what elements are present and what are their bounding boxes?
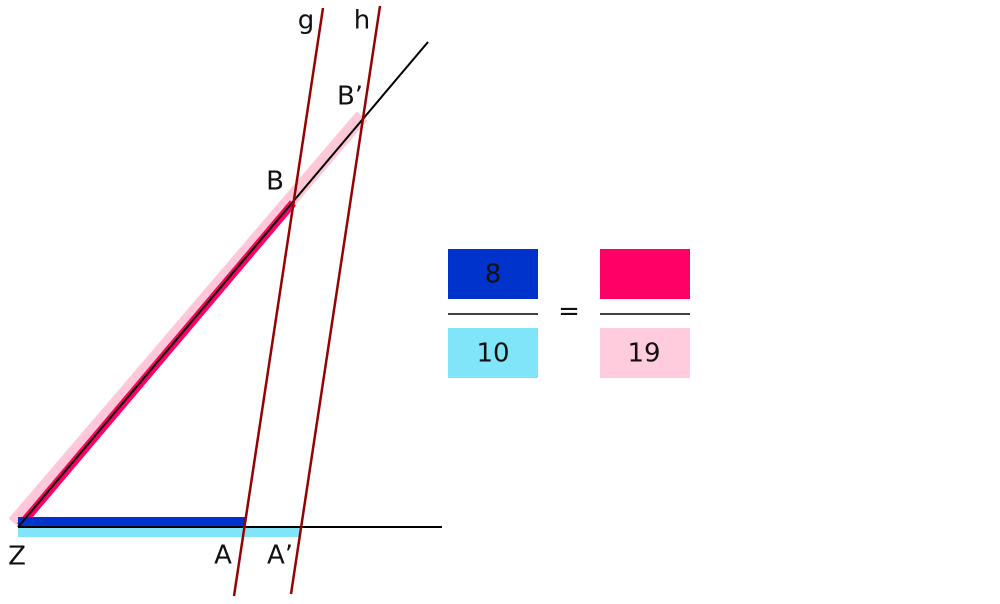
point-label: Z xyxy=(8,542,26,572)
denominator-box xyxy=(448,328,538,378)
denominator-box xyxy=(600,328,690,378)
numerator-box[interactable] xyxy=(600,249,690,299)
point-label: B xyxy=(266,167,284,197)
line-label: h xyxy=(354,6,370,36)
numerator: 8 xyxy=(485,260,502,290)
line-h xyxy=(289,5,382,595)
segment-za xyxy=(18,517,245,526)
ray-diagonal xyxy=(17,41,429,528)
numerator-box xyxy=(448,249,538,299)
point-label: A xyxy=(214,541,232,571)
equals-sign: = xyxy=(558,297,580,327)
denominator: 10 xyxy=(476,339,509,369)
segment-za-prime xyxy=(18,527,300,537)
point-label: B’ xyxy=(337,82,363,112)
point-label: A’ xyxy=(267,541,293,571)
line-g xyxy=(232,7,325,597)
denominator: 19 xyxy=(627,339,660,369)
segment-zb-prime xyxy=(8,111,368,528)
line-label: g xyxy=(298,6,315,36)
